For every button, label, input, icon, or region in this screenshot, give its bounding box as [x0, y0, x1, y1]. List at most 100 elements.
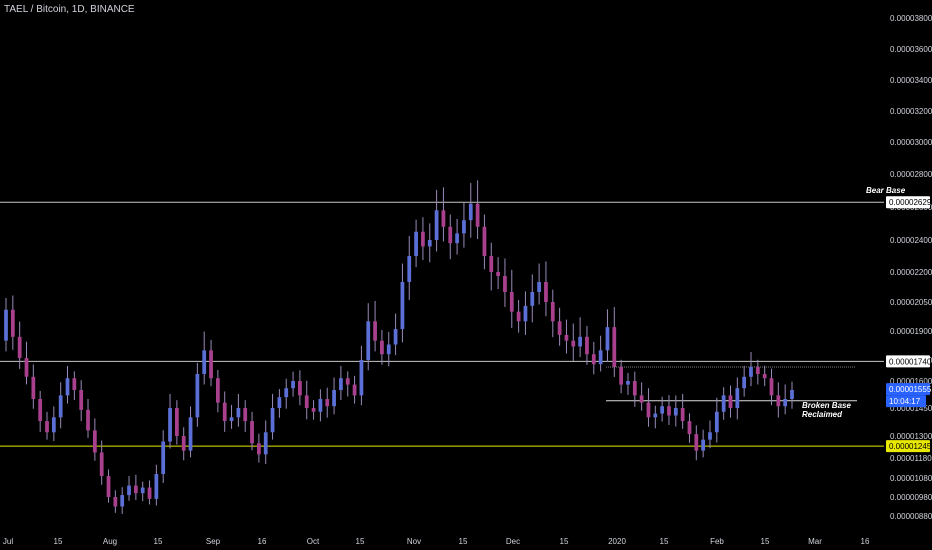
y-tick-label: 0.00000880	[890, 512, 932, 521]
x-tick-label: 15	[54, 537, 63, 546]
y-tick-label: 0.00003200	[890, 107, 932, 116]
candle	[441, 210, 446, 227]
candle	[660, 406, 665, 414]
x-tick-label: 15	[154, 537, 163, 546]
candle	[721, 395, 726, 412]
candle	[263, 432, 268, 455]
candle	[298, 381, 302, 396]
y-tick-label: 0.00003400	[890, 76, 932, 85]
candle	[366, 321, 371, 360]
candle	[462, 220, 466, 234]
candle	[257, 443, 261, 455]
candle	[489, 256, 494, 272]
countdown-badge: 10:04:17	[889, 397, 921, 406]
y-tick-label: 0.00003000	[890, 138, 932, 147]
x-tick-label: Aug	[103, 537, 117, 546]
y-tick-label: 0.00001900	[890, 327, 932, 336]
x-tick-label: Oct	[307, 537, 320, 546]
candle	[99, 452, 104, 476]
x-tick-label: Feb	[710, 537, 724, 546]
candle	[51, 417, 56, 433]
candle	[161, 441, 166, 474]
x-tick-label: 15	[761, 537, 770, 546]
candle	[434, 210, 439, 240]
candle	[72, 378, 77, 390]
candle	[291, 381, 295, 389]
y-tick-label: 0.00001300	[890, 432, 932, 441]
annotation-broken-base: Broken Base Reclaimed	[802, 401, 851, 419]
candle	[79, 390, 84, 410]
countdown-badge-bg	[886, 395, 926, 408]
yellow-support-badge-bg	[886, 440, 930, 453]
candle	[503, 276, 507, 292]
candle	[585, 336, 589, 355]
candle	[31, 376, 36, 399]
y-tick-label: 0.00003600	[890, 45, 932, 54]
y-tick-label: 0.00001600	[890, 377, 932, 386]
candle	[421, 231, 425, 247]
candle	[769, 378, 774, 396]
candle	[708, 432, 712, 440]
candle	[243, 408, 248, 422]
candle	[735, 388, 740, 408]
y-tick-label: 0.00003800	[890, 14, 932, 23]
candle	[475, 203, 480, 227]
candle	[339, 378, 343, 390]
candle	[222, 402, 227, 422]
candle	[168, 408, 172, 442]
y-tick-label: 0.00002800	[890, 170, 932, 179]
x-tick-label: 2020	[608, 537, 626, 546]
candle	[352, 384, 357, 396]
bear-base-badge: 0.00002629	[889, 198, 932, 207]
candle	[578, 336, 583, 347]
y-tick-label: 0.00002050	[890, 298, 932, 307]
y-tick-label: 0.00002200	[890, 268, 932, 277]
candle	[742, 376, 747, 389]
y-tick-label: 0.00000980	[890, 493, 932, 502]
candle	[284, 388, 289, 398]
candle	[571, 340, 576, 347]
candle	[188, 417, 193, 451]
candle	[373, 321, 377, 341]
candle	[318, 399, 323, 412]
candle	[564, 334, 569, 341]
candle	[181, 436, 186, 451]
last-price-badge: 0.00001555	[889, 385, 932, 394]
y-tick-label: 0.00001180	[890, 454, 932, 463]
candle	[509, 292, 514, 312]
x-tick-label: 16	[861, 537, 870, 546]
candle	[236, 408, 241, 418]
candle	[386, 344, 391, 355]
candle	[140, 487, 145, 494]
candle	[762, 374, 767, 379]
candle	[667, 406, 671, 416]
candle	[304, 395, 309, 408]
candle	[749, 367, 753, 377]
x-tick-label: Sep	[206, 537, 221, 546]
candle	[106, 476, 111, 497]
candle	[120, 495, 125, 507]
candle	[311, 408, 316, 412]
candle	[714, 411, 719, 433]
candle	[557, 321, 562, 335]
candle	[195, 374, 200, 418]
x-tick-label: 15	[356, 537, 365, 546]
candle	[530, 292, 535, 306]
x-tick-label: Nov	[407, 537, 421, 546]
candle	[448, 226, 453, 244]
candle	[345, 378, 350, 385]
last-price-badge-bg	[886, 383, 930, 396]
candle	[482, 226, 487, 256]
candle	[113, 497, 118, 507]
candle	[393, 329, 398, 345]
candle	[86, 409, 90, 431]
candle	[250, 421, 254, 444]
candle	[147, 487, 152, 499]
candle	[17, 336, 22, 359]
candle	[407, 256, 412, 282]
candle	[790, 390, 794, 399]
x-tick-label: Jul	[3, 537, 13, 546]
candle	[10, 309, 15, 337]
x-tick-label: 15	[660, 537, 669, 546]
